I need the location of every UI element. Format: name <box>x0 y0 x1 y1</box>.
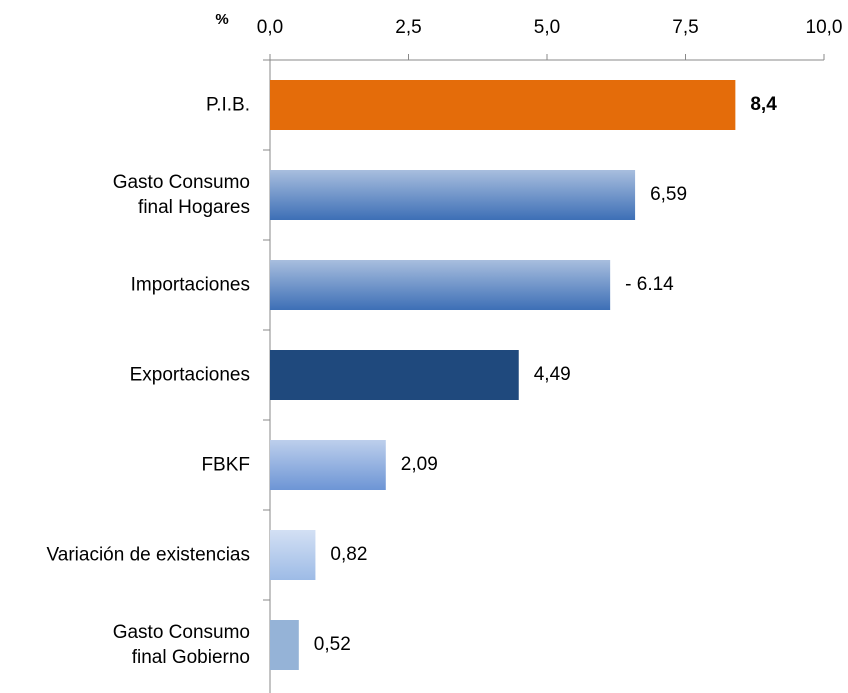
x-tick-label: 7,5 <box>672 17 698 38</box>
axis-label: % <box>215 11 228 28</box>
bar <box>270 440 386 490</box>
category-label: Variación de existencias <box>46 544 250 566</box>
x-tick-label: 0,0 <box>257 17 283 38</box>
bar <box>270 530 316 580</box>
category-label: Exportaciones <box>129 364 250 386</box>
bar <box>270 350 519 400</box>
category-label: Gasto Consumo final Gobierno <box>112 622 250 668</box>
x-tick-label: 2,5 <box>395 17 421 38</box>
category-label: FBKF <box>201 454 250 476</box>
bar <box>270 170 636 220</box>
bar <box>270 620 299 670</box>
category-label: Gasto Consumo final Hogares <box>112 172 250 218</box>
bar <box>270 80 736 130</box>
value-label: 6,59 <box>650 184 687 205</box>
category-label: Importaciones <box>130 274 250 296</box>
value-label: - 6.14 <box>625 274 674 295</box>
bar <box>270 260 611 310</box>
category-label: P.I.B. <box>205 94 250 116</box>
value-label: 0,82 <box>330 544 367 565</box>
value-label: 4,49 <box>534 364 571 385</box>
value-label: 2,09 <box>401 454 438 475</box>
x-tick-label: 5,0 <box>534 17 560 38</box>
value-label: 8,4 <box>750 94 777 115</box>
x-tick-label: 10,0 <box>806 17 843 38</box>
value-label: 0,52 <box>314 634 351 655</box>
